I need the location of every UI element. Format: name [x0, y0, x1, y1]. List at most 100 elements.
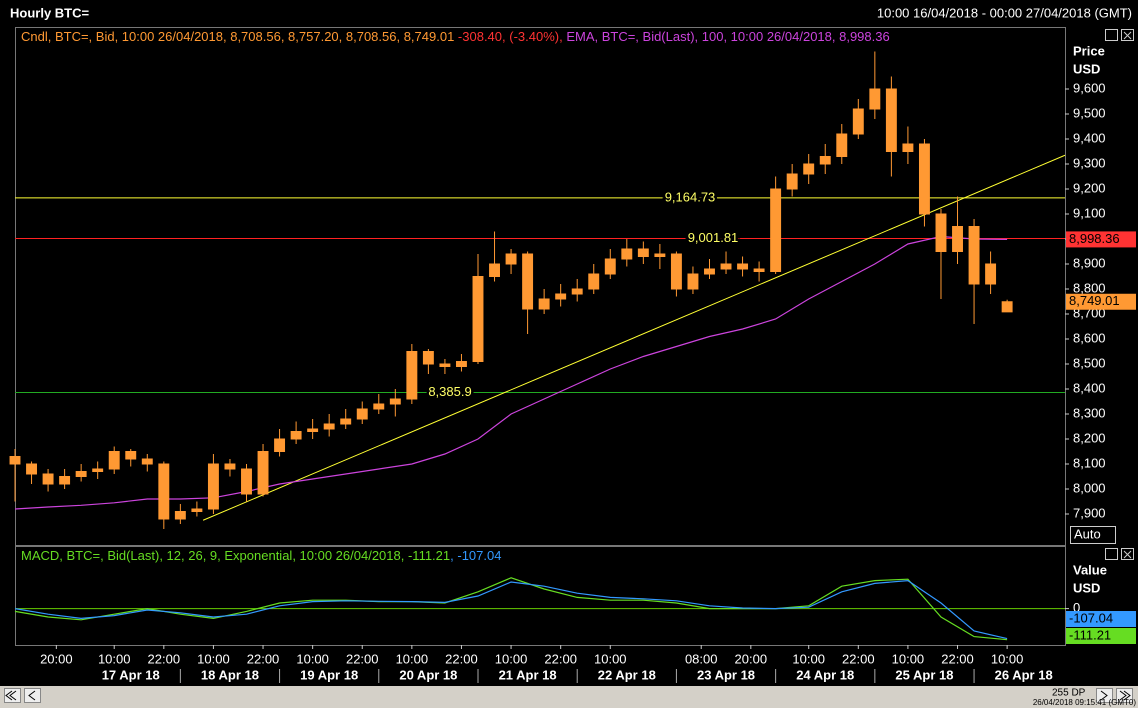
y-axis-unit: USD — [1073, 580, 1100, 595]
day-label: 24 Apr 18 — [796, 667, 854, 682]
x-tick-label: 22:00 — [842, 651, 875, 666]
candle-body — [985, 263, 997, 285]
day-label: 22 Apr 18 — [598, 667, 656, 682]
y-tick-label: 7,900 — [1073, 505, 1106, 520]
candle-body — [654, 253, 666, 257]
timestamp: 26/04/2018 09:15:41 (GMT0) — [1033, 698, 1137, 707]
x-tick-label: 20:00 — [40, 651, 73, 666]
x-tick-label: 10:00 — [296, 651, 329, 666]
auto-button[interactable]: Auto — [1070, 526, 1116, 544]
candle-body — [191, 508, 203, 512]
window-title: Hourly BTC= — [10, 5, 90, 20]
price-label-box — [1066, 611, 1136, 627]
candle-body — [174, 511, 186, 520]
series-line — [14, 577, 1008, 641]
legend: Cndl, BTC=, Bid, 10:00 26/04/2018, 8,708… — [21, 29, 890, 44]
y-tick-label: 9,300 — [1073, 155, 1106, 170]
price-panel — [15, 27, 1066, 546]
x-tick-label: 10:00 — [792, 651, 825, 666]
x-tick-label: 22:00 — [445, 651, 478, 666]
candle-body — [108, 451, 120, 470]
price-label: 8,998.36 — [1069, 231, 1120, 246]
auto-button-box — [1070, 526, 1116, 544]
y-tick-label: 8,000 — [1073, 480, 1106, 495]
candle-body — [803, 163, 815, 175]
candle-body — [819, 156, 831, 165]
x-tick-label: 10:00 — [396, 651, 429, 666]
price-label-box — [1066, 293, 1136, 310]
candle-body — [1001, 301, 1013, 313]
candle-body — [323, 423, 335, 430]
candle-body — [207, 463, 219, 510]
candle-body — [505, 253, 517, 265]
y-axis-unit: USD — [1073, 61, 1100, 76]
candle-body — [836, 133, 848, 157]
y-tick-label: 8,100 — [1073, 455, 1106, 470]
panel-buttons[interactable] — [1105, 29, 1134, 560]
level-label: 9,164.73 — [665, 189, 716, 204]
x-tick-label: 10:00 — [197, 651, 230, 666]
candle-body — [786, 173, 798, 190]
candle-body — [555, 293, 567, 300]
candle-body — [75, 471, 87, 477]
candle-body — [571, 288, 583, 295]
auto-button-label: Auto — [1074, 526, 1101, 541]
x-tick-label: 10:00 — [892, 651, 925, 666]
y-tick-label: 9,500 — [1073, 105, 1106, 120]
x-tick-label: 10:00 — [594, 651, 627, 666]
candle-body — [389, 398, 401, 405]
points-count: 255 DP — [1052, 688, 1086, 699]
candle-body — [637, 248, 649, 257]
candle-body — [753, 268, 765, 272]
series-line — [14, 579, 1008, 640]
candle-body — [439, 363, 451, 367]
x-tick-label: 10:00 — [991, 651, 1024, 666]
candle-body — [670, 253, 682, 290]
candle-body — [92, 468, 104, 472]
level-label: 9,001.81 — [688, 230, 739, 245]
day-label: 20 Apr 18 — [399, 667, 457, 682]
y-tick-label: 9,400 — [1073, 130, 1106, 145]
x-tick-label: 22:00 — [148, 651, 181, 666]
candle-body — [241, 468, 252, 495]
candle-body — [224, 463, 236, 470]
y-tick-label: 8,900 — [1073, 255, 1106, 270]
y-axis-title: Value — [1073, 562, 1107, 577]
x-tick-label: 22:00 — [544, 651, 577, 666]
day-label: 21 Apr 18 — [499, 667, 557, 682]
y-axis-title: Price — [1073, 43, 1105, 58]
candle-body — [356, 408, 368, 420]
x-tick-label: 20:00 — [735, 651, 768, 666]
day-label: 18 Apr 18 — [201, 667, 259, 682]
x-tick-label: 22:00 — [941, 651, 974, 666]
x-tick-label: 10:00 — [495, 651, 528, 666]
candle-body — [42, 473, 54, 485]
candle-body — [489, 263, 500, 277]
x-tick-label: 08:00 — [685, 651, 718, 666]
candle-body — [9, 456, 21, 465]
day-label: 23 Apr 18 — [697, 667, 755, 682]
y-tick-label: 8,600 — [1073, 330, 1106, 345]
candle-body — [720, 263, 732, 270]
price-label: -111.21 — [1069, 627, 1111, 642]
candle-body — [522, 253, 534, 310]
candle-body — [869, 88, 881, 110]
price-label-box — [1066, 231, 1136, 248]
scroll-buttons[interactable] — [4, 688, 1133, 703]
x-tick-label: 10:00 — [98, 651, 131, 666]
y-tick-label: 8,800 — [1073, 280, 1106, 295]
legend: MACD, BTC=, Bid(Last), 12, 26, 9, Expone… — [21, 548, 501, 563]
candle-body — [621, 248, 633, 260]
candle-body — [935, 213, 947, 252]
candle-body — [290, 431, 302, 440]
price-label: 8,749.01 — [1069, 293, 1120, 308]
scroll-bar — [0, 686, 1138, 708]
level-label: 8,385.9 — [428, 384, 471, 399]
x-tick-label: 22:00 — [346, 651, 379, 666]
candle-body — [952, 226, 963, 252]
price-label-box — [1066, 628, 1136, 644]
candle-body — [588, 273, 600, 290]
candle-body — [538, 298, 550, 310]
